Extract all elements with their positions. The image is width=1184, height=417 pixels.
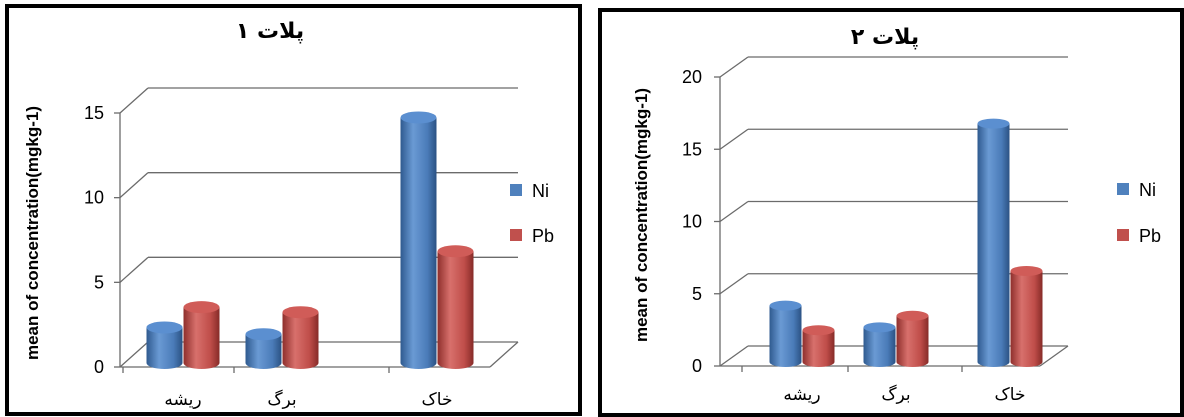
chart-2-grid-diagonal <box>719 273 749 295</box>
bar-ni-1 <box>769 300 802 367</box>
chart-1-svg: پلات ۱ 0 5 10 15 ریشه برگ خاک mean of concent… <box>5 4 582 416</box>
chart-2-legend: Ni Pb <box>1117 180 1161 246</box>
chart-1-grid-diagonal <box>119 341 149 368</box>
legend-1-pb-swatch <box>510 229 522 241</box>
chart-2-floor-edge <box>1039 345 1069 367</box>
chart-1-grid-diagonal <box>119 172 149 199</box>
chart-panel-1: پلات ۱ 0 5 10 15 ریشه برگ خاک mean of concent… <box>0 0 583 417</box>
legend-2-ni-swatch <box>1117 183 1129 195</box>
chart-2-grid-diagonal <box>719 345 749 367</box>
chart-2-ylabel: mean of concentration(mgkg-1) <box>632 88 651 342</box>
bar-pb-1 <box>183 301 220 369</box>
chart-2-ytick-label: 15 <box>682 139 702 159</box>
bar-ni-2 <box>863 322 896 367</box>
bar-pb-2 <box>896 310 929 367</box>
legend-1-ni-swatch <box>510 184 522 196</box>
chart-1-title: پلات ۱ <box>236 19 304 44</box>
chart-2-grid-diagonal <box>719 128 749 150</box>
legend-1-pb-label: Pb <box>532 226 554 246</box>
bar-pb-3 <box>437 245 474 369</box>
chart-2-grid-diagonal <box>719 56 749 78</box>
chart-1-category-label: برگ <box>267 389 296 410</box>
chart-panel-2: پلات ۲ 0 5 10 15 20 ریشه برگ خاک mean of conce… <box>592 0 1184 417</box>
chart-2-grid-diagonal <box>719 200 749 223</box>
legend-2-pb-label: Pb <box>1139 226 1161 246</box>
chart-2-category-label: برگ <box>881 384 910 405</box>
chart-1-floor-edge <box>489 341 519 368</box>
bar-pb-3 <box>1010 265 1043 367</box>
chart-1-ylabel: mean of concentration(mgkg-1) <box>23 106 42 360</box>
legend-1-ni-label: Ni <box>532 181 549 201</box>
chart-2-category-label: خاک <box>995 385 1026 405</box>
bar-pb-1 <box>802 325 835 367</box>
chart-2-title: پلات ۲ <box>851 25 919 50</box>
chart-1-ytick-label: 5 <box>94 272 104 292</box>
chart-2-ytick-label: 10 <box>682 212 702 232</box>
chart-2-ytick-label: 20 <box>682 67 702 87</box>
bar-ni-3 <box>400 111 437 369</box>
chart-1-ytick-label: 0 <box>94 357 104 377</box>
chart-2-ytick-label: 5 <box>692 284 702 304</box>
bar-ni-3 <box>977 118 1010 367</box>
chart-1-legend: Ni Pb <box>510 181 554 246</box>
chart-2-ytick-label: 0 <box>692 356 702 376</box>
chart-1-category-label: ریشه <box>164 390 201 410</box>
chart-1-grid-diagonal <box>119 87 149 114</box>
chart-2-svg: پلات ۲ 0 5 10 15 20 ریشه برگ خاک mean of conce… <box>598 8 1184 417</box>
bar-pb-2 <box>282 306 319 369</box>
bar-ni-1 <box>146 321 183 369</box>
bar-ni-2 <box>245 328 282 369</box>
legend-2-ni-label: Ni <box>1139 180 1156 200</box>
legend-2-pb-swatch <box>1117 229 1129 241</box>
chart-1-grid-diagonal <box>119 256 149 283</box>
chart-1-ytick-label: 10 <box>84 188 104 208</box>
chart-1-category-label: خاک <box>422 390 453 410</box>
chart-2-category-label: ریشه <box>783 385 820 405</box>
chart-1-ytick-label: 15 <box>84 103 104 123</box>
